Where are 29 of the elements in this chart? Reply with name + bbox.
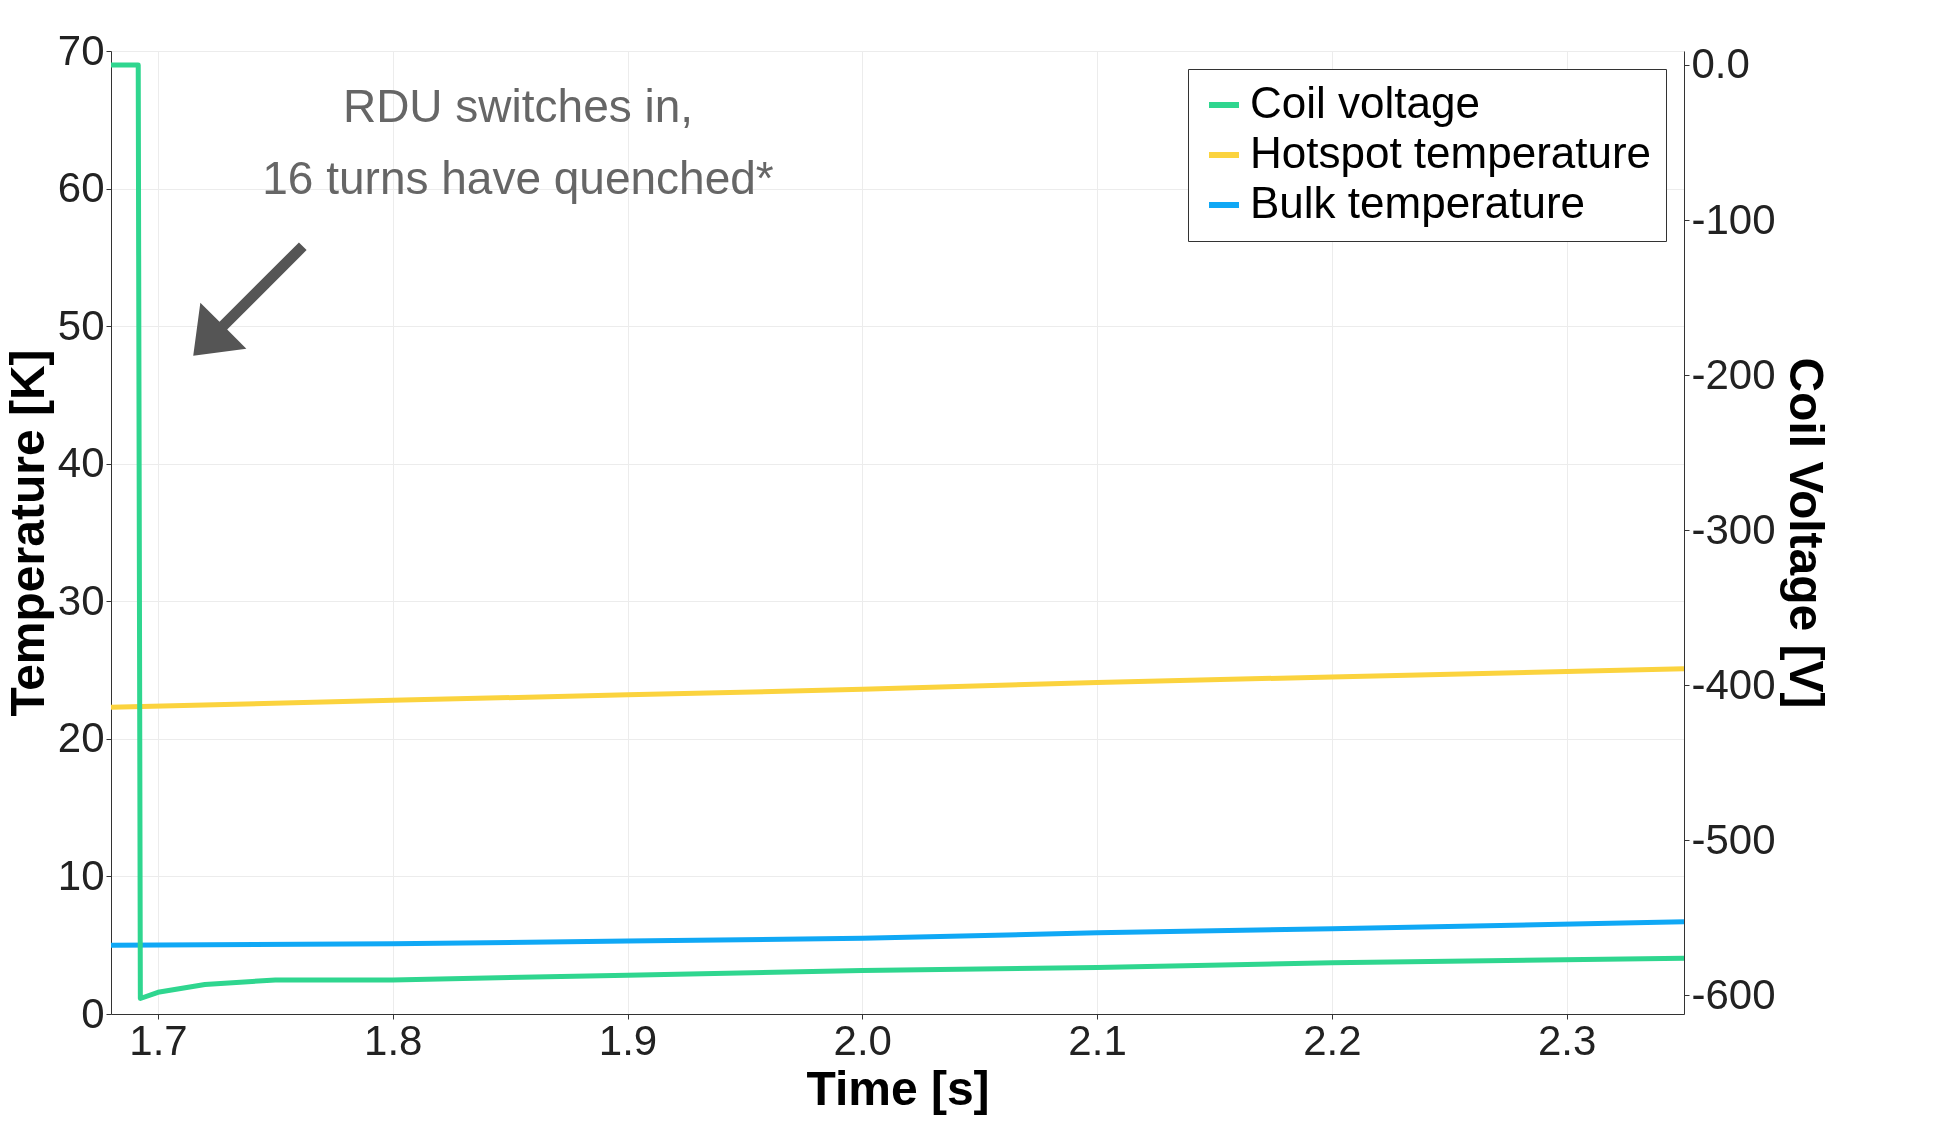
- y2-axis-title: Coil Voltage [V]: [1779, 357, 1833, 709]
- y-axis-title: Temperature [K]: [0, 349, 54, 717]
- y2-tick-label: -200: [1691, 350, 1776, 398]
- y2-tick-label: -100: [1691, 195, 1776, 243]
- x-tick-label: 2.2: [1303, 1016, 1362, 1064]
- x-tick-label: 1.8: [364, 1016, 423, 1064]
- legend-label: Bulk temperature: [1250, 178, 1586, 227]
- y-tick-label: 60: [57, 164, 105, 212]
- legend-label: Hotspot temperature: [1250, 128, 1652, 177]
- y2-tick-label: -500: [1691, 815, 1776, 863]
- x-axis-title: Time [s]: [806, 1061, 990, 1115]
- x-tick-label: 1.7: [129, 1016, 188, 1064]
- y-tick-label: 0: [81, 989, 105, 1037]
- y2-tick-label: -300: [1691, 505, 1776, 553]
- x-tick-label: 2.0: [833, 1016, 892, 1064]
- y-tick-label: 50: [57, 301, 105, 349]
- y-tick-label: 70: [57, 26, 105, 74]
- y2-tick-label: -400: [1691, 660, 1776, 708]
- y-tick-label: 20: [57, 714, 105, 762]
- legend-label: Coil voltage: [1250, 78, 1480, 127]
- x-tick-label: 2.3: [1537, 1016, 1597, 1064]
- y2-tick-label: -600: [1691, 970, 1776, 1018]
- x-tick-label: 1.9: [598, 1016, 658, 1064]
- y-tick-label: 30: [57, 576, 105, 624]
- y-tick-label: 10: [57, 851, 105, 899]
- x-tick-label: 2.1: [1068, 1016, 1127, 1064]
- y2-tick-label: 0.0: [1691, 40, 1750, 88]
- y-tick-label: 40: [57, 439, 105, 487]
- annotation: RDU switches in, 16 turns have quenched*: [262, 80, 774, 204]
